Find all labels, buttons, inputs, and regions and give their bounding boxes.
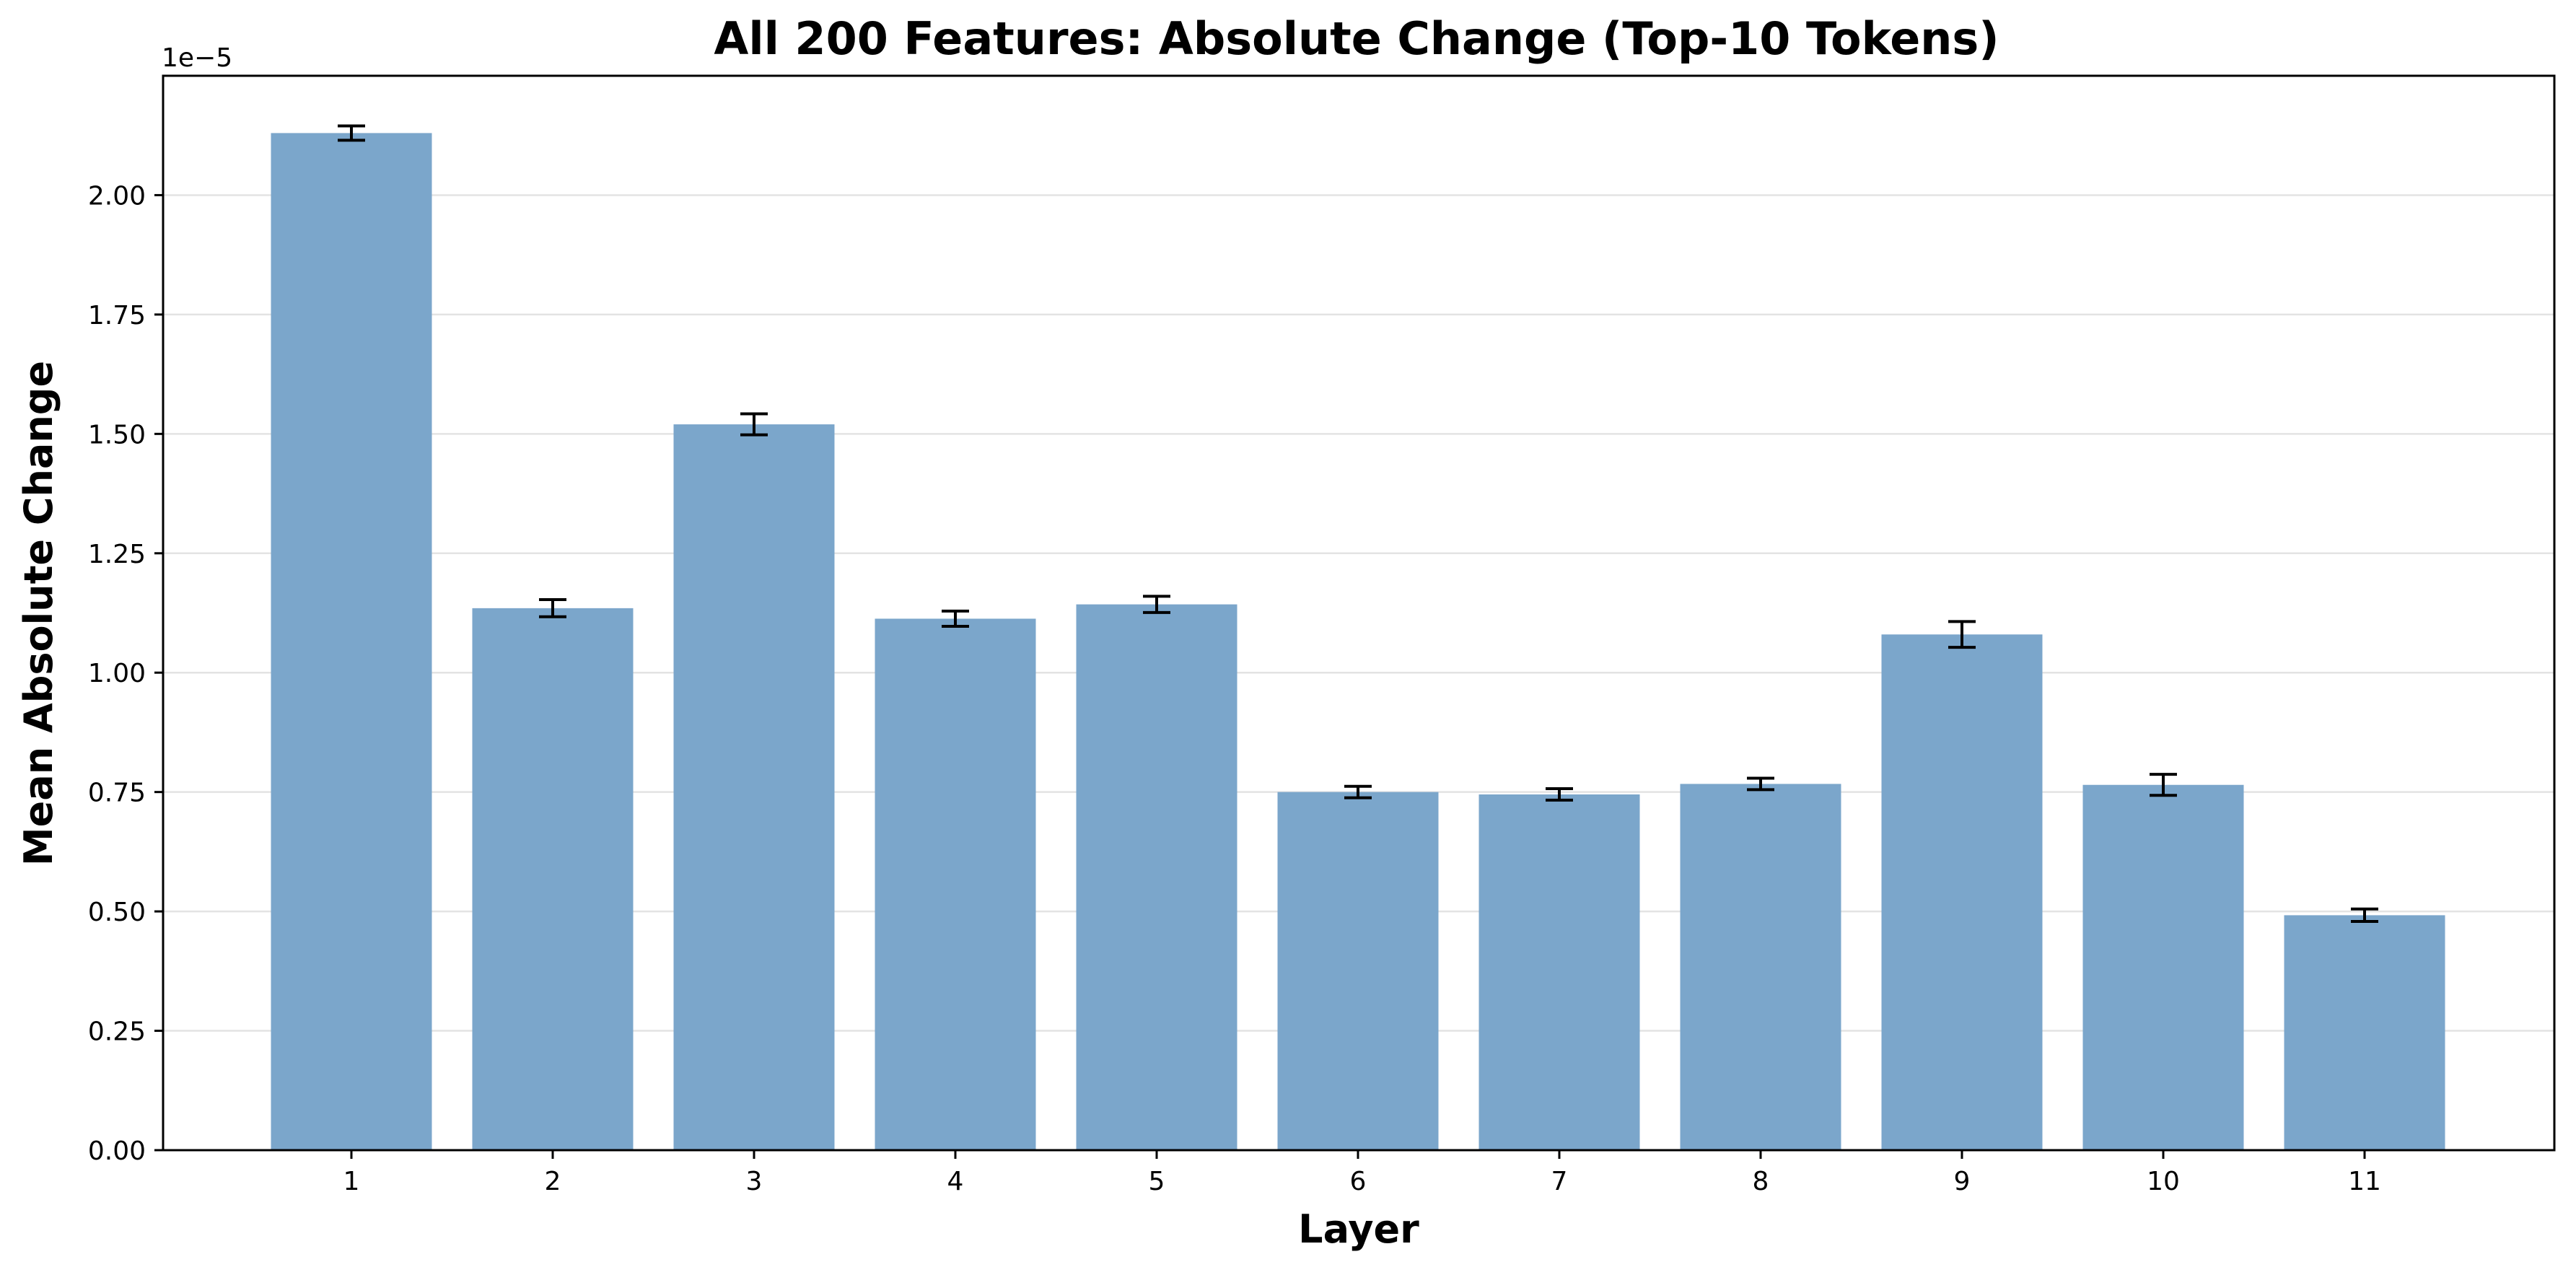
y-tick-label: 0.50 bbox=[88, 898, 146, 927]
x-tick-label: 9 bbox=[1954, 1167, 1971, 1196]
chart-title: All 200 Features: Absolute Change (Top-1… bbox=[714, 12, 1999, 65]
bar bbox=[271, 133, 432, 1150]
x-tick-label: 6 bbox=[1350, 1167, 1367, 1196]
bars bbox=[271, 133, 2445, 1150]
x-tick-label: 11 bbox=[2348, 1167, 2381, 1196]
bar bbox=[673, 424, 835, 1150]
x-tick-label: 8 bbox=[1753, 1167, 1769, 1196]
x-tick-label: 4 bbox=[947, 1167, 964, 1196]
bar bbox=[1881, 634, 2043, 1150]
y-tick-label: 0.25 bbox=[88, 1017, 146, 1047]
y-axis-label: Mean Absolute Change bbox=[16, 361, 61, 866]
y-tick-label: 1.50 bbox=[88, 420, 146, 450]
bar bbox=[1478, 794, 1640, 1150]
x-tick-label: 7 bbox=[1551, 1167, 1568, 1196]
error-bars bbox=[338, 124, 2378, 924]
axis-ticks: 0.00 0.25 0.50 0.75 1.00 1.25 1.50 1.75 2.00 1 2 3 4… bbox=[88, 181, 2381, 1196]
x-tick-label: 1 bbox=[343, 1167, 360, 1196]
y-tick-label: 2.00 bbox=[88, 181, 146, 211]
y-axis-offset-label: 1e−5 bbox=[162, 43, 232, 73]
bar bbox=[875, 618, 1036, 1150]
y-tick-label: 1.00 bbox=[88, 659, 146, 688]
y-tick-label: 1.25 bbox=[88, 540, 146, 569]
x-axis-label: Layer bbox=[1298, 1206, 1419, 1252]
bar bbox=[1277, 792, 1439, 1150]
bar bbox=[2082, 784, 2244, 1150]
x-tick-label: 3 bbox=[746, 1167, 763, 1196]
bar bbox=[1680, 784, 1841, 1150]
x-tick-label: 5 bbox=[1149, 1167, 1165, 1196]
y-tick-label: 1.75 bbox=[88, 301, 146, 330]
bar bbox=[1076, 604, 1237, 1150]
y-tick-label: 0.00 bbox=[88, 1136, 146, 1166]
bar bbox=[472, 608, 634, 1150]
x-tick-label: 2 bbox=[545, 1167, 561, 1196]
x-tick-label: 10 bbox=[2147, 1167, 2180, 1196]
bar bbox=[2284, 915, 2445, 1150]
y-tick-label: 0.75 bbox=[88, 779, 146, 808]
